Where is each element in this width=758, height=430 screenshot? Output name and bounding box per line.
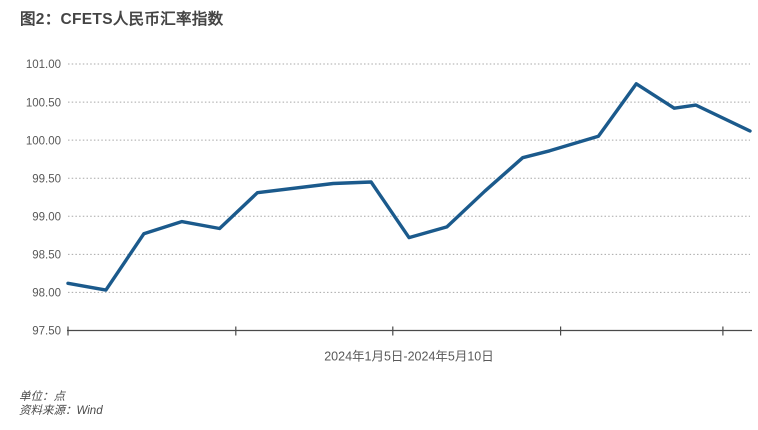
x-axis-label: 2024年1月5日-2024年5月10日 <box>324 350 494 364</box>
source-note: 资料来源：Wind <box>19 405 103 417</box>
chart-title: 图2：CFETS人民币汇率指数 <box>20 11 224 28</box>
y-axis-tick-label: 99.00 <box>32 212 61 224</box>
y-axis-tick-label: 99.50 <box>32 173 61 185</box>
line-chart: 101.00 100.50 100.00 99.50 99.00 98.50 98.00 97… <box>26 59 752 364</box>
index-line <box>66 82 752 292</box>
y-axis-tick-label: 100.50 <box>26 97 61 109</box>
unit-note: 单位：点 <box>19 391 65 403</box>
y-axis-tick-label: 100.00 <box>26 135 61 147</box>
y-axis-tick-label: 101.00 <box>26 59 61 71</box>
y-axis-tick-label: 97.50 <box>32 326 61 338</box>
y-axis-tick-label: 98.00 <box>32 288 61 300</box>
y-axis-tick-label: 98.50 <box>32 250 61 262</box>
